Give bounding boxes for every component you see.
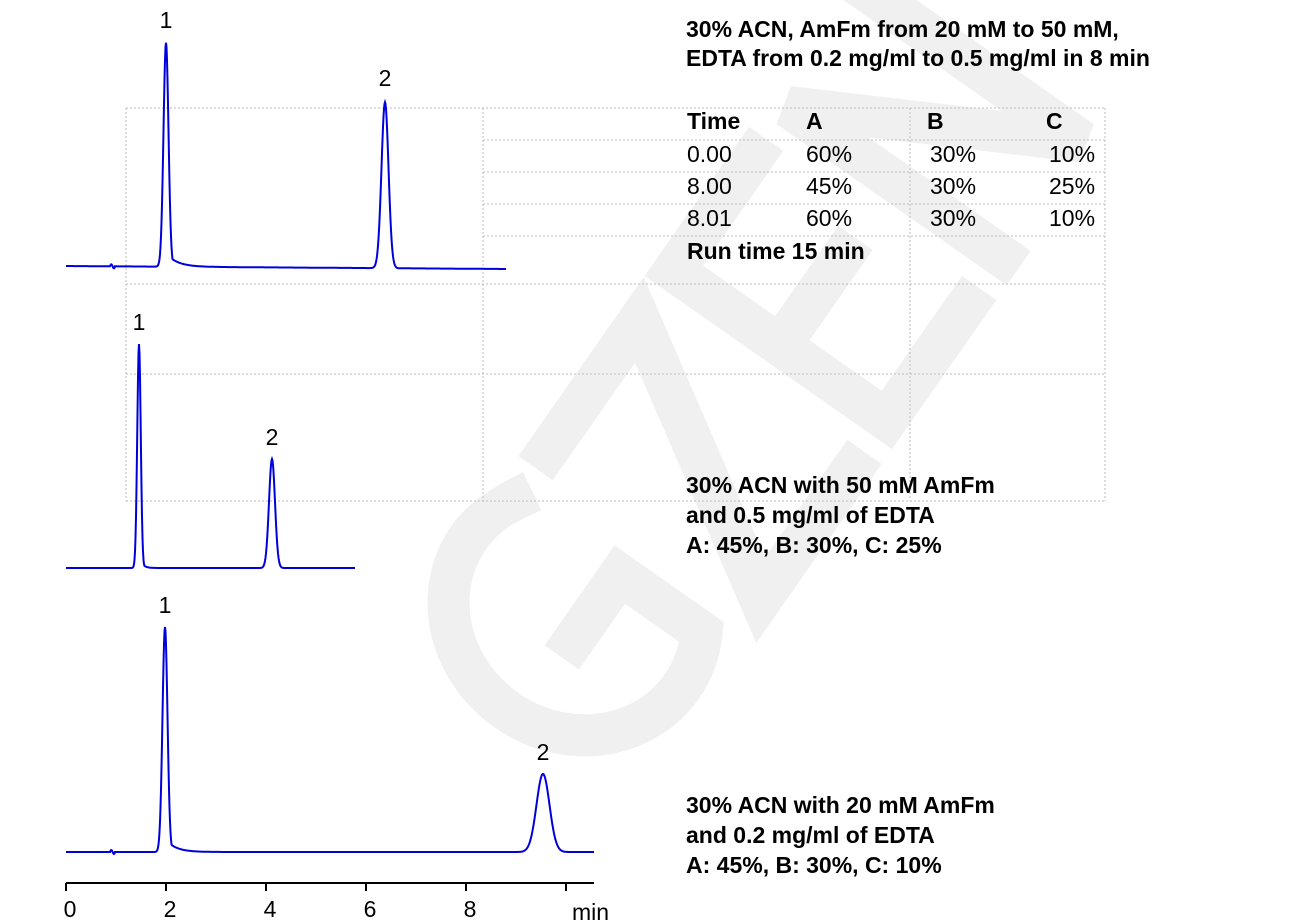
- peak-label-1-1: 1: [160, 7, 173, 33]
- table-cell: 8.00: [687, 173, 732, 199]
- watermark-stroke: [644, 126, 997, 450]
- panel-3-label: 30% ACN with 20 mM AmFm and 0.2 mg/ml of…: [686, 790, 995, 880]
- trace-panel-2: [66, 343, 355, 569]
- watermark-logo: [427, 0, 1094, 757]
- watermark-stroke: [427, 472, 724, 757]
- table-cell: 25%: [1049, 173, 1096, 199]
- table-cell: 30%: [930, 173, 977, 199]
- x-tick-label: 8: [464, 896, 477, 920]
- panel-2-label-line: 30% ACN with 50 mM AmFm: [686, 472, 995, 498]
- trace-panel-1: [66, 42, 506, 270]
- trace-panel-3: [66, 626, 594, 856]
- x-tick-label: 0: [64, 896, 77, 920]
- table-cell: 8.01: [687, 205, 732, 231]
- x-tick-label: 6: [364, 896, 377, 920]
- peak-label-1-2: 2: [379, 65, 392, 91]
- table-header-time: Time: [687, 108, 741, 134]
- watermark-stroke: [518, 277, 882, 643]
- panel-3-label-line: 30% ACN with 20 mM AmFm: [686, 792, 995, 818]
- table-cell: 10%: [1049, 205, 1096, 231]
- panel-3-label-line: A: 45%, B: 30%, C: 10%: [686, 852, 942, 878]
- panel-1-label-line: EDTA from 0.2 mg/ml to 0.5 mg/ml in 8 mi…: [686, 45, 1150, 71]
- x-tick-label: 4: [264, 896, 277, 920]
- x-axis-label: min: [572, 899, 609, 920]
- run-time-label: Run time 15 min: [687, 238, 865, 264]
- panel-1-label: 30% ACN, AmFm from 20 mM to 50 mM, EDTA …: [686, 15, 1150, 73]
- table-cell: 30%: [930, 205, 977, 231]
- panel-2-label-line: A: 45%, B: 30%, C: 25%: [686, 532, 942, 558]
- table-cell: 45%: [806, 173, 853, 199]
- table-header-a: A: [806, 108, 823, 134]
- panel-2-label-line: and 0.5 mg/ml of EDTA: [686, 502, 935, 528]
- panel-3-label-line: and 0.2 mg/ml of EDTA: [686, 822, 935, 848]
- table-cell: 30%: [930, 141, 977, 167]
- table-cell: 60%: [806, 205, 853, 231]
- table-cell: 60%: [806, 141, 853, 167]
- panel-1-label-line: 30% ACN, AmFm from 20 mM to 50 mM,: [686, 16, 1119, 42]
- table-cell: 10%: [1049, 141, 1096, 167]
- table-header-c: C: [1046, 108, 1063, 134]
- panel-2-label: 30% ACN with 50 mM AmFm and 0.5 mg/ml of…: [686, 470, 995, 560]
- peak-label-3-2: 2: [537, 739, 550, 765]
- table-header-b: B: [927, 108, 944, 134]
- table-cell: 0.00: [687, 141, 732, 167]
- watermark-stroke: [776, 0, 1094, 286]
- peak-label-2-1: 1: [133, 309, 146, 335]
- x-tick-label: 2: [164, 896, 177, 920]
- peak-label-2-2: 2: [266, 424, 279, 450]
- peak-label-3-1: 1: [159, 592, 172, 618]
